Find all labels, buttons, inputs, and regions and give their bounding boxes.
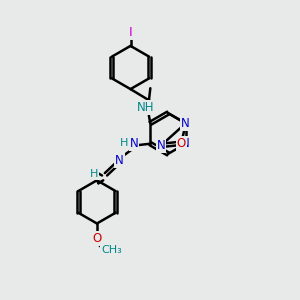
Text: H: H	[90, 169, 98, 179]
Text: H: H	[120, 138, 128, 148]
Text: I: I	[129, 26, 132, 39]
Text: N: N	[181, 117, 190, 130]
Text: N: N	[181, 137, 190, 150]
Text: O: O	[177, 137, 186, 150]
Text: NH: NH	[136, 101, 154, 114]
Text: O: O	[92, 232, 102, 245]
Text: CH₃: CH₃	[101, 245, 122, 255]
Text: N: N	[181, 117, 190, 130]
Text: N: N	[115, 154, 124, 167]
Text: N: N	[157, 139, 166, 152]
Text: N: N	[130, 137, 138, 150]
